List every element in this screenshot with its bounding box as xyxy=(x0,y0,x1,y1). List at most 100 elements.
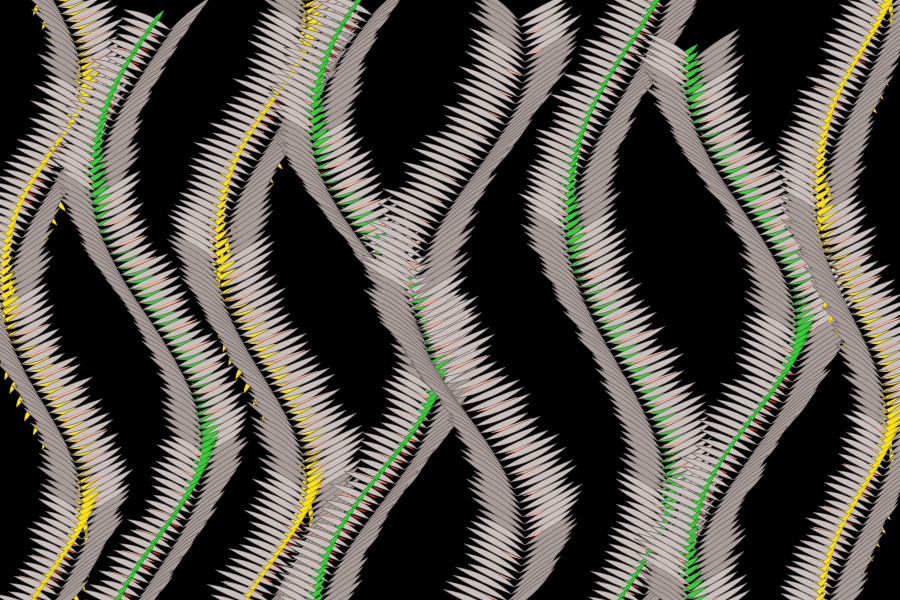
gray-feather xyxy=(155,460,201,486)
gray-feather xyxy=(17,568,63,589)
gray-feather xyxy=(306,22,352,44)
gray-feather xyxy=(570,217,618,246)
gray-feather xyxy=(644,551,691,579)
gray-feather xyxy=(184,361,227,381)
gray-feather xyxy=(257,457,311,491)
gray-feather xyxy=(239,90,288,113)
gray-feather xyxy=(444,115,498,140)
gray-feather xyxy=(116,24,163,45)
gray-feather xyxy=(161,438,205,465)
gray-feather xyxy=(420,305,478,336)
gray-feather xyxy=(423,312,482,343)
gray-feather xyxy=(709,136,755,159)
stripe-feather xyxy=(112,590,125,600)
gray-feather xyxy=(53,145,98,171)
helix-column xyxy=(357,0,583,600)
gray-feather xyxy=(415,287,462,315)
gray-feather xyxy=(682,466,730,488)
gray-feather xyxy=(260,466,311,498)
pink-strut xyxy=(846,274,881,288)
gray-feather xyxy=(573,237,627,267)
gray-feather xyxy=(484,415,541,441)
gray-feather xyxy=(23,352,66,372)
gray-feather xyxy=(0,313,8,323)
gray-feather xyxy=(843,413,890,442)
gray-feather xyxy=(239,312,291,337)
gray-feather xyxy=(459,379,520,406)
gray-feather xyxy=(697,106,743,131)
gray-feather xyxy=(276,579,318,600)
gray-feather xyxy=(47,394,91,414)
gray-feather xyxy=(463,543,520,574)
gray-feather xyxy=(249,503,305,533)
gray-feather xyxy=(343,195,393,219)
gray-feather xyxy=(68,5,118,29)
gray-feather xyxy=(0,183,42,204)
gray-feather xyxy=(361,254,417,287)
gray-feather xyxy=(690,452,739,474)
gray-feather xyxy=(0,323,11,337)
gray-feather xyxy=(520,481,574,511)
gray-feather xyxy=(5,297,50,323)
gray-feather xyxy=(823,499,868,519)
gray-feather xyxy=(698,419,758,446)
gray-feather xyxy=(322,149,373,177)
gray-feather xyxy=(717,148,771,173)
gray-feather xyxy=(105,47,149,66)
gray-feather xyxy=(741,321,800,355)
gray-feather xyxy=(629,0,662,15)
gray-feather xyxy=(0,294,7,302)
gray-feather xyxy=(224,564,279,589)
pink-strut xyxy=(868,317,900,330)
gray-feather xyxy=(315,131,358,156)
gray-feather xyxy=(204,417,247,444)
gray-feather xyxy=(11,322,53,344)
gray-feather xyxy=(805,534,851,554)
gray-feather xyxy=(198,152,250,176)
gray-feather xyxy=(458,65,519,98)
gray-feather xyxy=(778,136,829,162)
gray-feather xyxy=(272,367,330,393)
gray-feather xyxy=(268,92,317,121)
gray-feather xyxy=(479,412,529,434)
gray-feather xyxy=(716,399,772,425)
gray-feather xyxy=(621,346,679,372)
gray-feather xyxy=(677,473,725,495)
stripe-feather xyxy=(813,590,828,600)
gray-feather xyxy=(679,456,734,481)
gray-feather xyxy=(576,70,625,92)
pink-strut xyxy=(165,319,198,332)
gray-feather xyxy=(44,74,86,99)
gray-feather xyxy=(19,345,63,365)
gray-feather xyxy=(361,240,419,273)
gray-feather xyxy=(123,9,171,31)
gray-feather xyxy=(517,0,564,21)
gray-feather xyxy=(689,62,744,96)
gray-feather xyxy=(609,326,666,351)
gray-feather xyxy=(220,240,275,274)
gray-feather xyxy=(474,402,530,427)
gray-feather xyxy=(39,490,86,519)
gray-feather xyxy=(95,189,137,213)
gray-feather xyxy=(360,233,421,266)
gray-feather xyxy=(498,433,560,462)
gray-feather xyxy=(284,388,341,414)
gray-feather xyxy=(777,164,822,190)
pink-strut xyxy=(857,295,892,309)
gray-feather xyxy=(633,370,685,393)
gray-feather xyxy=(5,265,51,295)
gray-feather xyxy=(464,51,523,84)
gray-feather xyxy=(59,0,98,15)
red-accent xyxy=(119,591,135,598)
gray-feather xyxy=(280,385,329,407)
gray-feather xyxy=(471,63,521,91)
pink-strut xyxy=(736,171,776,187)
pink-strut xyxy=(189,361,222,374)
gray-feather xyxy=(835,577,869,600)
gray-feather xyxy=(518,476,569,504)
gray-feather xyxy=(271,584,308,600)
gray-feather xyxy=(145,588,163,600)
pink-strut xyxy=(615,329,653,344)
gray-feather xyxy=(456,101,506,126)
